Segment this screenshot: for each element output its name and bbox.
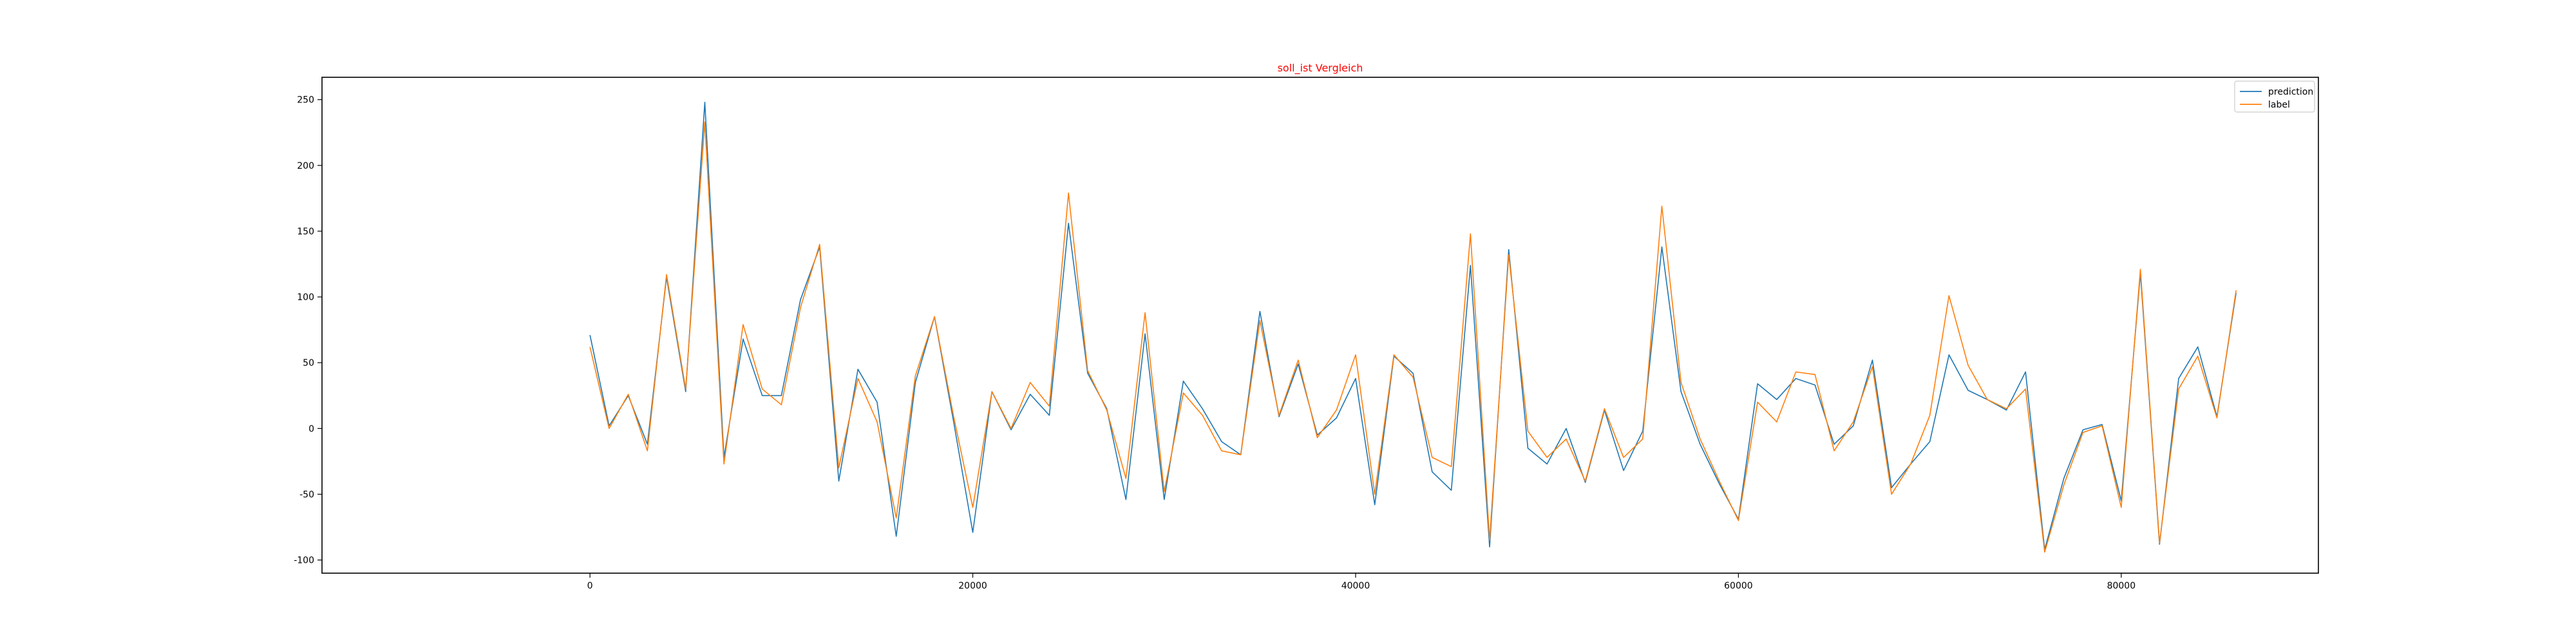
y-tick-label: 50 — [303, 358, 314, 368]
x-tick-label: 0 — [587, 581, 593, 591]
y-tick-label: 0 — [308, 424, 314, 434]
legend: prediction label — [2234, 80, 2315, 113]
y-tick-label: 150 — [297, 227, 314, 237]
y-tick-label: -100 — [294, 556, 314, 566]
y-tick-label: 100 — [297, 292, 314, 303]
series-lines — [589, 102, 2237, 553]
legend-label-label: label — [2268, 100, 2290, 110]
y-tick-label: 200 — [297, 161, 314, 171]
y-tick-label: 250 — [297, 95, 314, 106]
axes-frame — [321, 77, 2319, 574]
x-tick-label: 20000 — [958, 581, 987, 591]
y-tick-label: -50 — [299, 489, 314, 500]
x-tick-label: 60000 — [1724, 581, 1753, 591]
legend-label-prediction: prediction — [2268, 87, 2313, 97]
x-tick-label: 40000 — [1341, 581, 1370, 591]
series-line-label — [589, 121, 2237, 553]
x-tick-label: 80000 — [2107, 581, 2136, 591]
chart-title: soll_ist Vergleich — [1278, 62, 1363, 75]
axis-ticks: 0 20000 40000 60000 80000 -100 -50 0 50 100 150 200… — [294, 95, 2136, 591]
series-line-prediction — [589, 102, 2237, 551]
